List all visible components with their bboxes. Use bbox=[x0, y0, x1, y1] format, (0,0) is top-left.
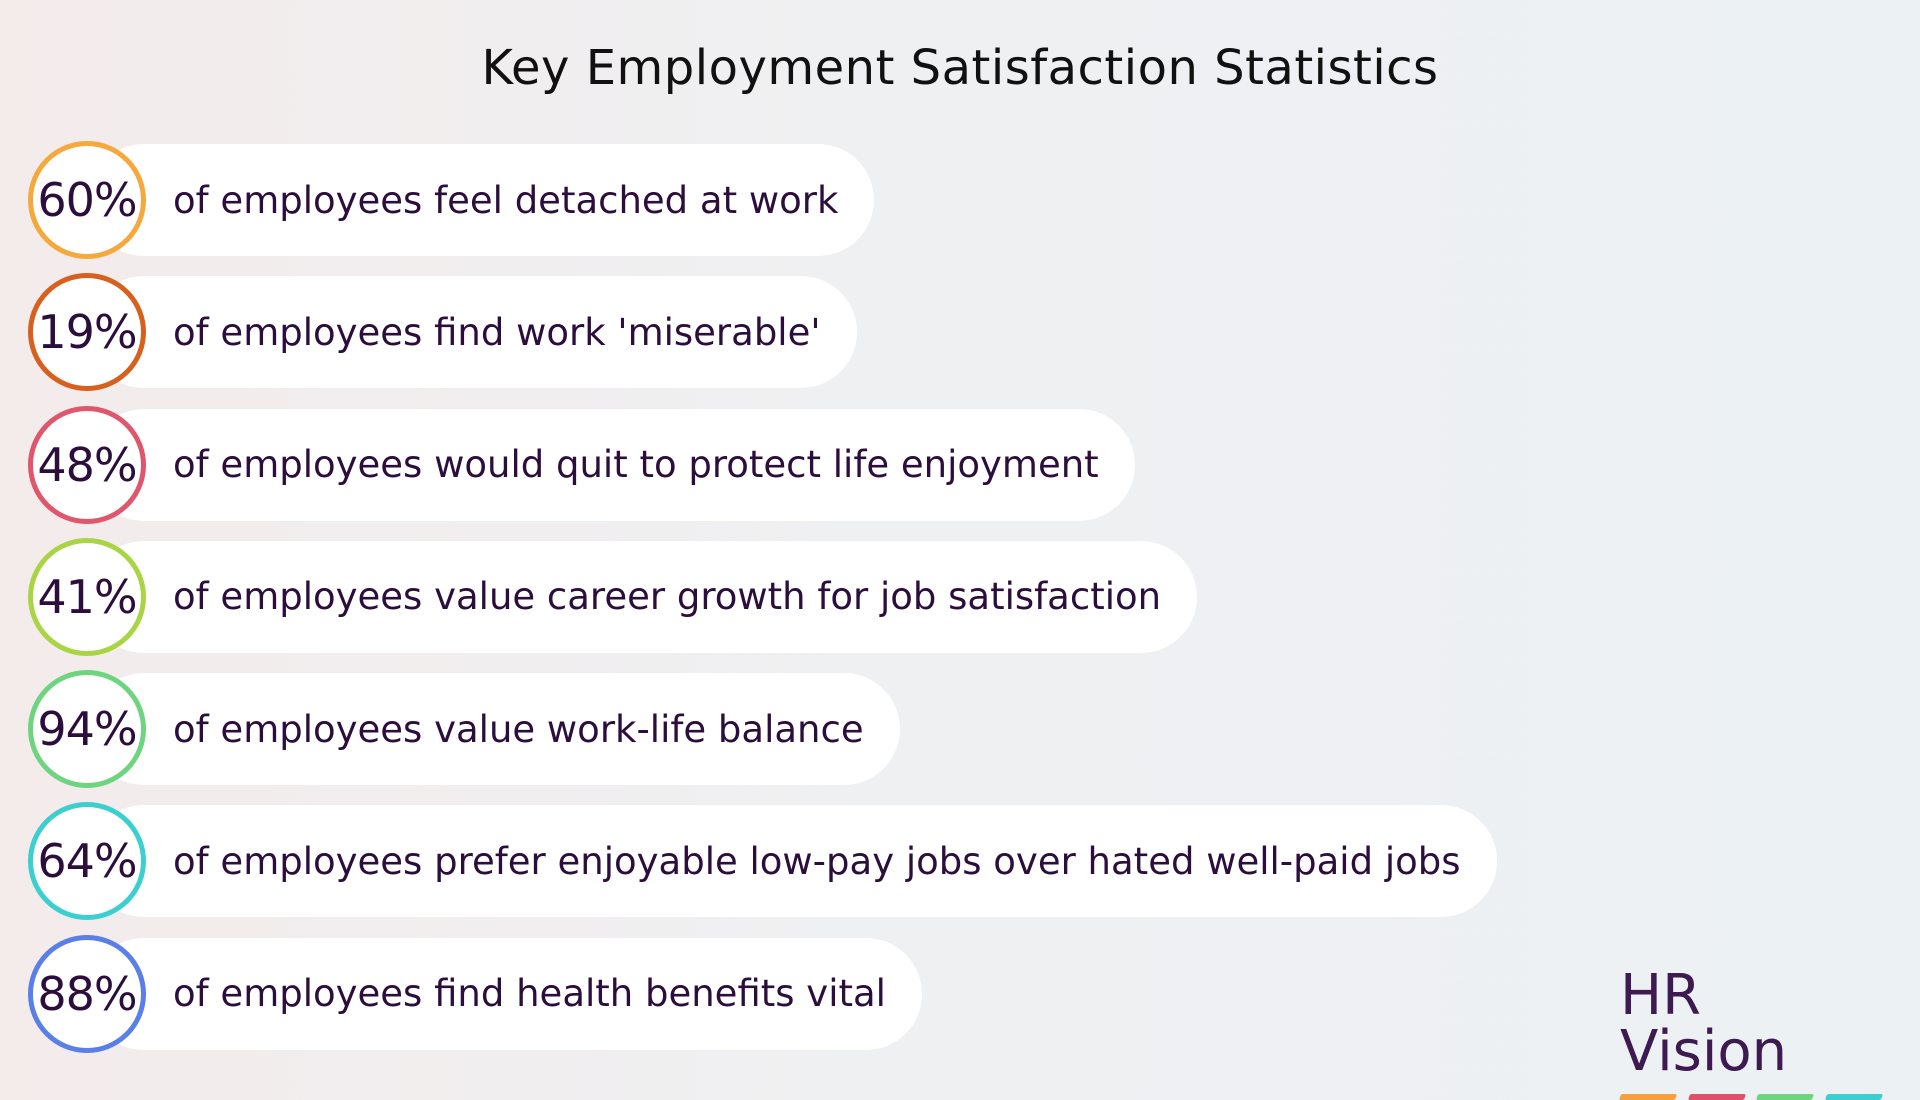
logo-bar bbox=[1824, 1094, 1884, 1100]
stat-row: of employees would quit to protect life … bbox=[28, 405, 1497, 524]
logo-bar bbox=[1618, 1094, 1678, 1100]
stat-row: of employees find work 'miserable' 19% bbox=[28, 273, 1497, 392]
stat-value: 19% bbox=[28, 273, 146, 392]
stat-list: of employees feel detached at work 60% of … bbox=[28, 141, 1497, 1067]
logo-bar bbox=[1687, 1094, 1746, 1100]
stat-text: of employees value career growth for job… bbox=[88, 540, 1198, 653]
logo: HR Vision bbox=[1618, 963, 1884, 1100]
stat-text: of employees feel detached at work bbox=[88, 144, 875, 256]
stat-row: of employees prefer enjoyable low-pay jo… bbox=[28, 802, 1497, 921]
stat-row: of employees feel detached at work 60% bbox=[28, 141, 1497, 259]
logo-bars bbox=[1618, 1094, 1884, 1100]
logo-bar bbox=[1756, 1094, 1815, 1100]
stat-text: of employees would quit to protect life … bbox=[88, 408, 1135, 521]
stat-row: of employees value career growth for job… bbox=[28, 537, 1497, 656]
stat-text: of employees value work-life balance bbox=[88, 673, 900, 786]
stat-text: of employees prefer enjoyable low-pay jo… bbox=[88, 805, 1497, 918]
stat-value: 60% bbox=[28, 141, 146, 259]
logo-text: HR Vision bbox=[1620, 963, 1788, 1084]
stat-text: of employees find health benefits vital bbox=[88, 937, 922, 1050]
stat-value: 41% bbox=[28, 537, 146, 656]
stat-text: of employees find work 'miserable' bbox=[88, 276, 857, 389]
stat-row: of employees find health benefits vital 8… bbox=[28, 934, 1497, 1053]
stat-value: 48% bbox=[28, 405, 146, 524]
stat-row: of employees value work-life balance 94% bbox=[28, 670, 1497, 789]
stat-value: 64% bbox=[28, 802, 146, 921]
stat-value: 94% bbox=[28, 670, 146, 789]
stat-value: 88% bbox=[28, 934, 146, 1053]
title: Key Employment Satisfaction Statistics bbox=[481, 40, 1439, 96]
